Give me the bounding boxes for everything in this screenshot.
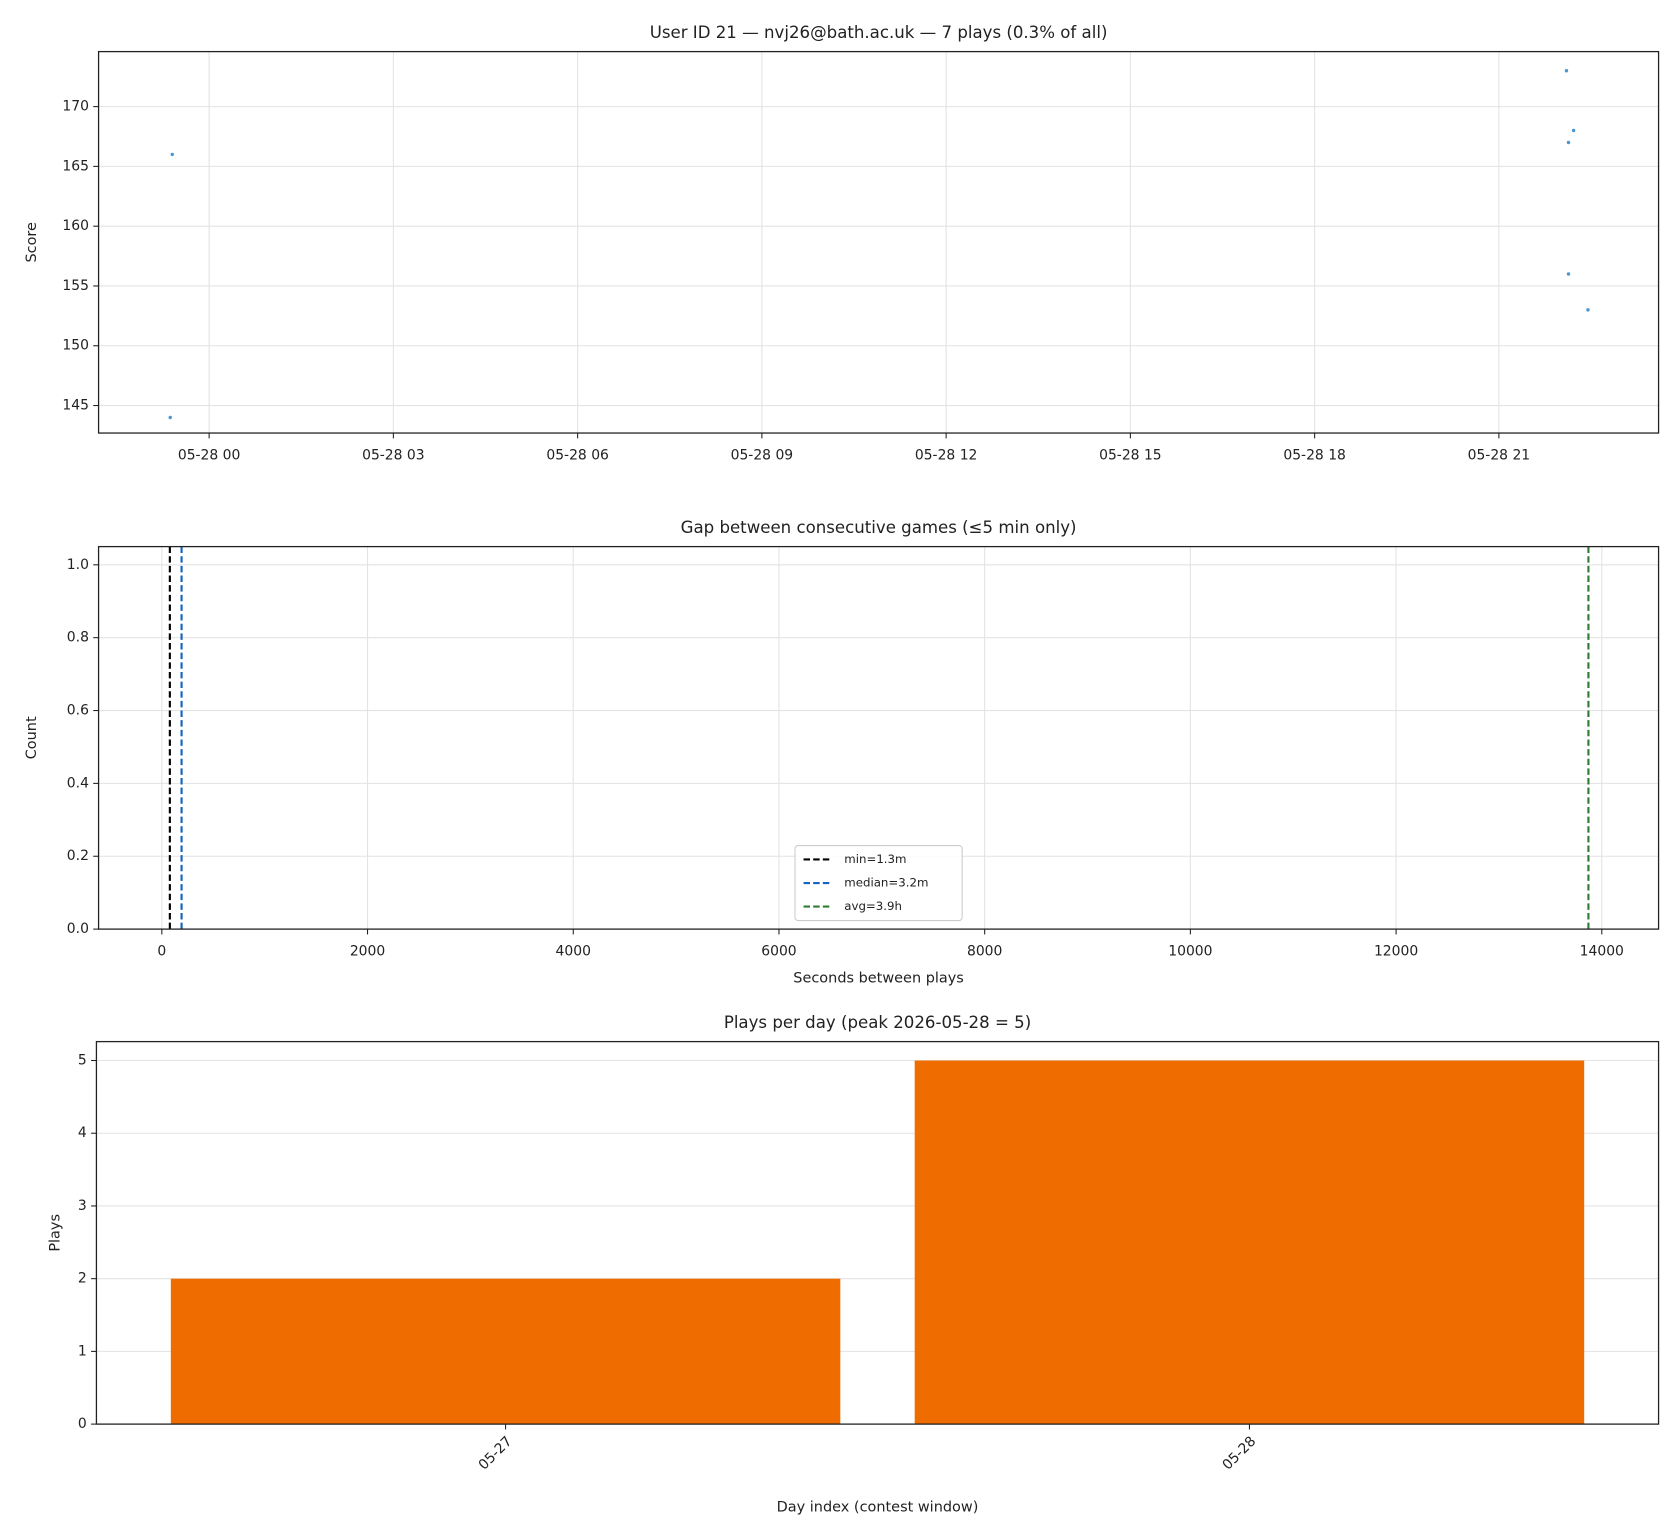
point [168, 415, 172, 420]
y-tick-label: 5 [78, 1053, 87, 1069]
x-tick-label: 05-28 00 [178, 448, 241, 464]
plot-frame [95, 1040, 1660, 1425]
x-tick-label: 6000 [761, 944, 796, 960]
y-tick-label: 150 [62, 338, 89, 354]
y-tick-label: 0.2 [67, 848, 89, 864]
bar [170, 1278, 841, 1425]
y-tick-label: 0.0 [67, 921, 89, 937]
x-tick-label: 05-27 [476, 1433, 516, 1473]
y-tick-label: 145 [62, 398, 89, 414]
point [1586, 308, 1590, 312]
y-tick-label: 0.8 [67, 630, 89, 646]
legend [794, 844, 963, 922]
x-tick-label: 05-28 18 [1283, 448, 1346, 464]
x-tick-label: 05-28 [1219, 1433, 1259, 1473]
legend-label: median=3.2m [844, 876, 928, 890]
y-tick-label: 0.4 [67, 775, 89, 791]
x-tick-label: 14000 [1580, 944, 1624, 960]
legend-label: avg=3.9h [844, 899, 902, 913]
x-tick-label: 05-28 21 [1468, 448, 1531, 464]
chart-title: Plays per day (peak 2026-05-28 = 5) [724, 1013, 1031, 1032]
y-tick-label: 0.6 [67, 703, 89, 719]
point [1564, 69, 1569, 73]
x-axis-label: Day index (contest window) [777, 1500, 979, 1516]
y-axis-label: Plays [48, 1214, 64, 1252]
x-tick-label: 05-28 15 [1099, 448, 1162, 464]
y-tick-label: 170 [62, 99, 89, 115]
y-tick-label: 4 [78, 1125, 87, 1141]
y-tick-label: 1 [78, 1343, 87, 1359]
x-tick-label: 05-28 09 [731, 448, 794, 464]
point [1571, 128, 1576, 133]
y-axis-label: Count [24, 716, 40, 759]
plot-frame [97, 545, 1660, 930]
chart-title: User ID 21 — nvj26@bath.ac.uk — 7 plays … [650, 23, 1108, 42]
y-tick-label: 155 [62, 278, 89, 294]
x-tick-label: 8000 [967, 944, 1002, 960]
x-tick-label: 05-28 06 [546, 448, 609, 464]
x-tick-label: 05-28 03 [362, 448, 425, 464]
chart-title: Gap between consecutive games (≤5 min on… [681, 518, 1077, 537]
x-tick-label: 05-28 12 [915, 448, 978, 464]
y-tick-label: 160 [62, 218, 89, 234]
x-tick-label: 0 [157, 944, 166, 960]
y-tick-label: 1.0 [67, 557, 89, 573]
x-tick-label: 10000 [1168, 944, 1212, 960]
x-tick-label: 2000 [350, 944, 385, 960]
bar [914, 1060, 1585, 1425]
legend-label: min=1.3m [844, 852, 906, 866]
x-axis-label: Seconds between plays [793, 970, 964, 986]
point [170, 152, 174, 157]
point [1566, 140, 1571, 145]
x-tick-label: 12000 [1374, 944, 1418, 960]
y-tick-label: 3 [78, 1198, 87, 1214]
x-tick-label: 4000 [556, 944, 591, 960]
y-tick-label: 0 [78, 1416, 87, 1432]
y-axis-label: Score [24, 222, 40, 263]
plot-frame [97, 50, 1660, 434]
y-tick-label: 2 [78, 1271, 87, 1287]
y-tick-label: 165 [62, 158, 89, 174]
point [1566, 272, 1571, 276]
